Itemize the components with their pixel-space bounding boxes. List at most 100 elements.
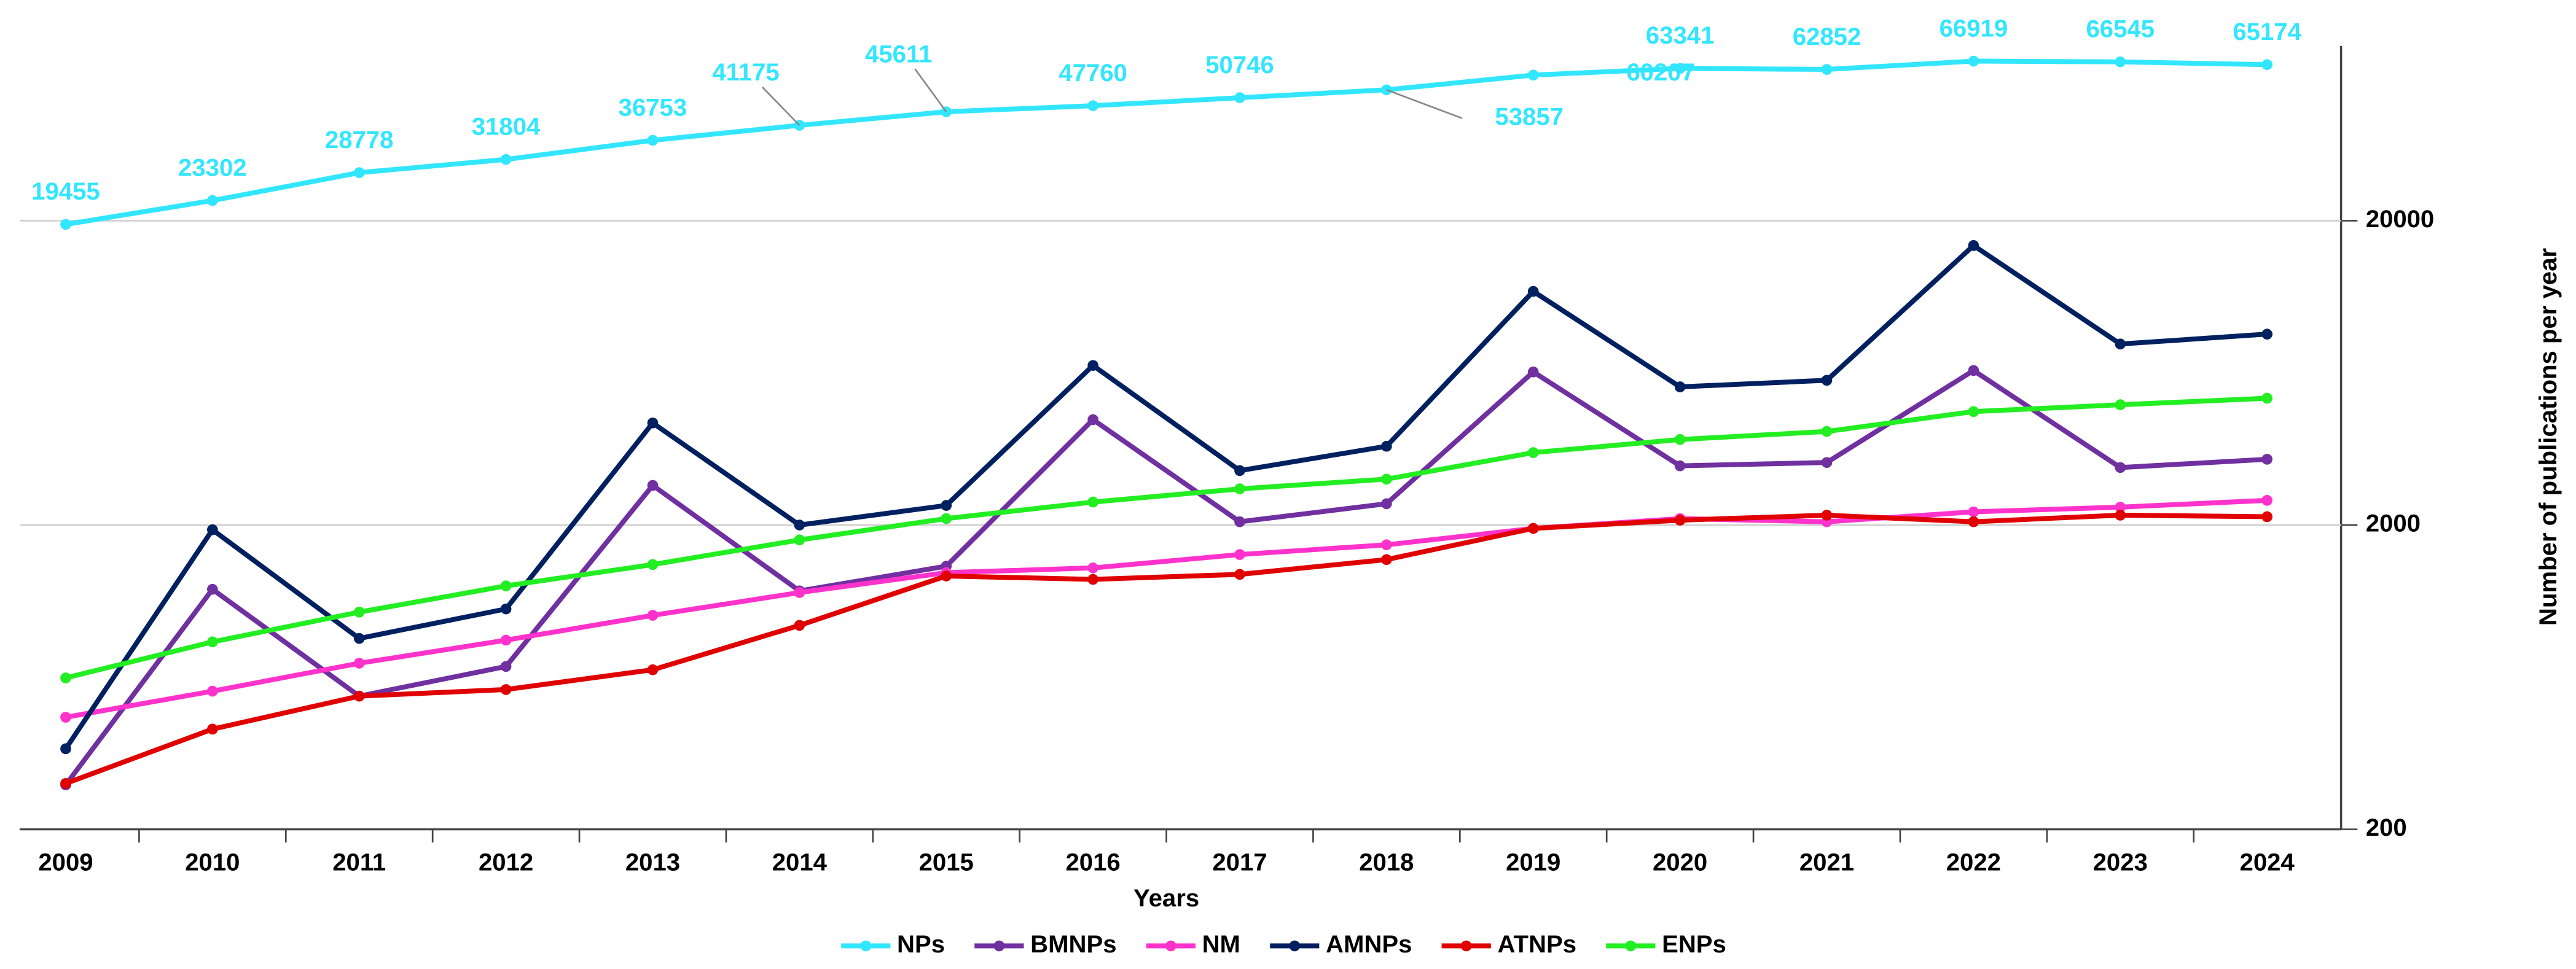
point [207,583,218,595]
legend-marker [1625,940,1637,952]
point [1527,366,1539,378]
point [207,685,218,697]
point [941,500,952,511]
data-label: 62852 [1793,23,1862,50]
point [1674,515,1686,526]
legend-label: NPs [897,931,945,958]
point [1527,447,1539,458]
data-label: 31804 [472,113,541,140]
data-label: 50746 [1205,52,1274,79]
x-tick-label: 2016 [1065,849,1120,876]
line-series [63,367,2268,787]
point [1087,100,1098,111]
point [353,690,365,702]
point [2115,338,2126,350]
x-tick-label: 2012 [479,849,533,876]
data-label: 47760 [1059,60,1127,87]
point [353,632,365,644]
point [60,672,71,683]
data-label: 23302 [178,154,247,181]
point [1087,496,1098,508]
point [500,684,512,695]
point [1821,426,1833,437]
point [207,636,218,648]
point [941,513,952,524]
point [647,559,659,570]
point [794,587,805,598]
data-label: 66919 [1940,15,2008,42]
legend-label: NM [1202,931,1240,958]
point [1674,460,1686,472]
point [500,603,512,615]
y-tick-label: 20000 [2366,206,2435,233]
point [1527,523,1539,534]
point [647,134,659,146]
point [60,778,71,789]
x-tick-label: 2014 [772,849,828,876]
point [2115,56,2126,68]
point [2261,329,2273,340]
point [1968,516,1979,527]
point [1234,465,1245,477]
line-series [65,512,2268,786]
point [1381,539,1392,551]
line-series [65,58,2268,227]
point [1381,498,1392,510]
point [1381,473,1392,485]
point [1968,365,1979,376]
legend-marker [860,940,872,952]
data-label: 19455 [31,178,100,205]
point [207,195,218,206]
legend-label: AMNPs [1326,931,1412,958]
x-tick-label: 2024 [2240,849,2295,876]
point [1381,554,1392,566]
x-tick-label: 2022 [1946,849,2001,876]
point [1234,549,1245,560]
point [500,634,512,646]
point [207,524,218,535]
point [1821,375,1833,386]
point [1087,360,1098,371]
x-tick-label: 2015 [919,849,974,876]
point [647,664,659,675]
point [647,610,659,621]
data-label: 28778 [325,126,394,154]
point [1087,562,1098,574]
x-tick-label: 2020 [1653,849,1707,876]
point [647,480,659,491]
point [1821,457,1833,469]
data-label: 36753 [619,94,687,121]
data-label: 66545 [2086,16,2155,43]
data-label: 60207 [1626,59,1695,86]
point [353,606,365,618]
x-tick-label: 2017 [1212,849,1267,876]
x-tick-label: 2018 [1359,849,1414,876]
x-tick-label: 2009 [38,849,93,876]
point [794,620,805,631]
point [647,417,659,429]
point [1968,55,1979,67]
point [1674,63,1686,74]
x-tick-label: 2019 [1506,849,1560,876]
x-tick-label: 2010 [185,849,240,876]
data-label: 63341 [1646,22,1715,49]
point [60,712,71,723]
point [941,570,952,582]
point [1234,483,1245,494]
data-label: 45611 [865,41,932,68]
point [353,658,365,669]
point [1234,569,1245,580]
legend-label: BMNPs [1030,931,1116,958]
point [353,167,365,178]
point [2115,502,2126,513]
point [1821,64,1833,75]
point [207,723,218,735]
point [2261,59,2273,71]
point [500,661,512,672]
point [500,580,512,591]
y-tick-label: 2000 [2366,510,2421,537]
point [1968,506,1979,518]
leader-line [761,86,801,126]
point [1087,414,1098,426]
